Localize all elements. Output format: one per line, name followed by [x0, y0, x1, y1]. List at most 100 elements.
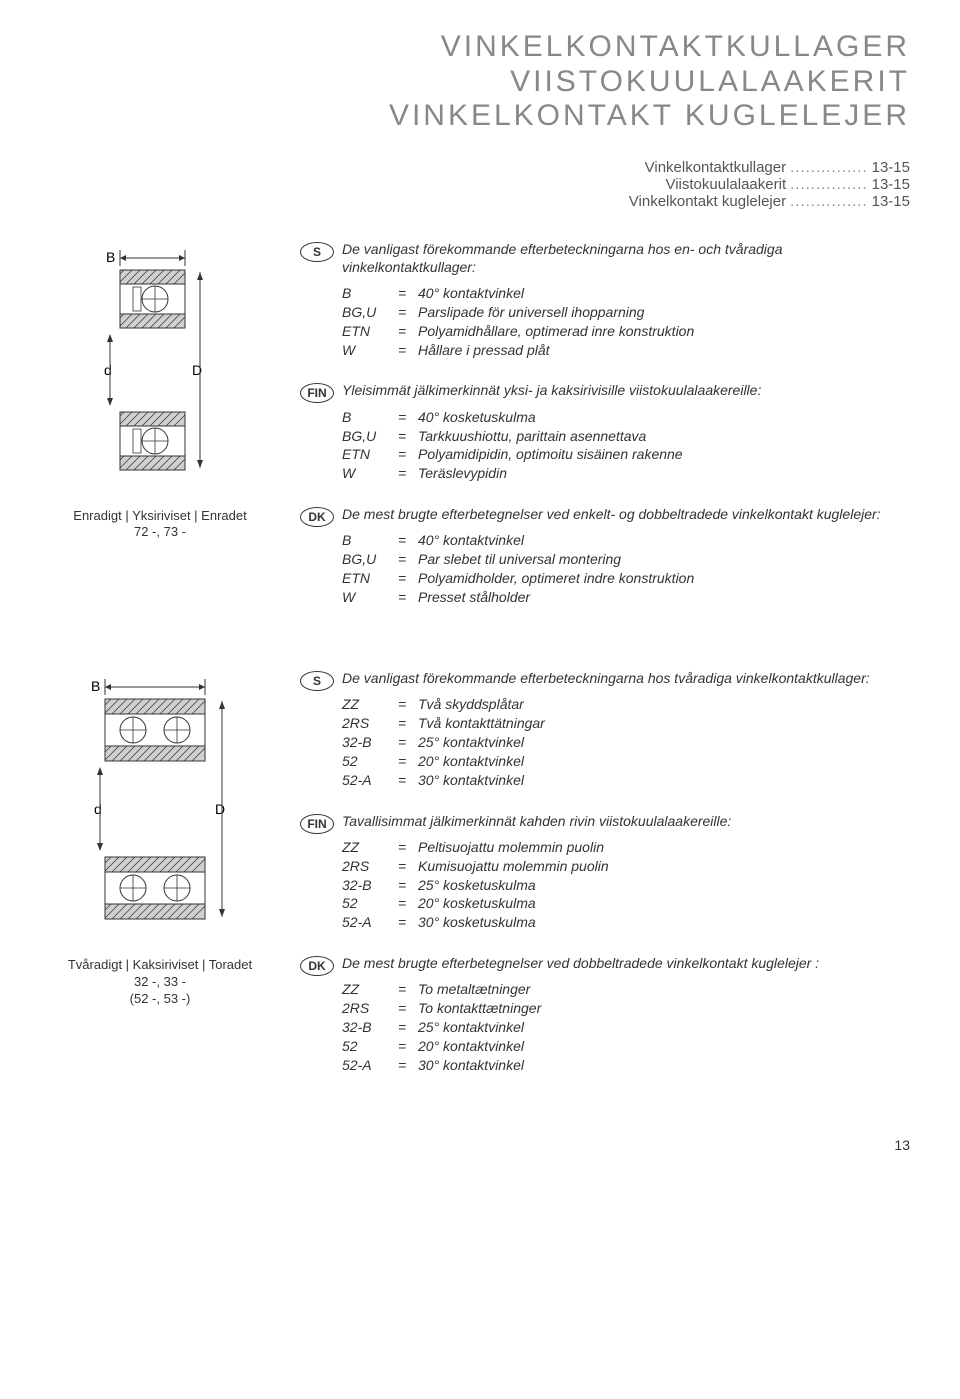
def-key: W [342, 588, 398, 607]
def-eq: = [398, 550, 418, 569]
def-eq: = [398, 733, 418, 752]
lang-block-dk: DK De mest brugte efterbetegnelser ved d… [300, 954, 910, 1075]
def-row: 52-A=30° kontaktvinkel [342, 1056, 910, 1075]
def-val: 25° kosketuskulma [418, 876, 910, 895]
def-val: Peltisuojattu molemmin puolin [418, 838, 910, 857]
toc-dots: ............... [790, 159, 868, 176]
def-val: Teräslevypidin [418, 464, 910, 483]
toc-label: Viistokuulalaakerit [665, 176, 786, 193]
section-double-row: B [50, 669, 910, 1097]
def-eq: = [398, 752, 418, 771]
diagram-caption: Tvåradigt | Kaksiriviset | Toradet 32 -,… [68, 957, 252, 1008]
def-key: B [342, 284, 398, 303]
def-key: 52 [342, 894, 398, 913]
def-key: 52-A [342, 1056, 398, 1075]
lang-intro: De mest brugte efterbetegnelser ved enke… [342, 505, 910, 523]
caption-line-3: (52 -, 53 -) [130, 991, 191, 1006]
lang-badge-dk: DK [300, 507, 334, 527]
def-table: ZZ=Två skyddsplåtar2RS=Två kontakttätnin… [342, 695, 910, 789]
def-val: Polyamidipidin, optimoitu sisäinen raken… [418, 445, 910, 464]
def-val: Kumisuojattu molemmin puolin [418, 857, 910, 876]
def-eq: = [398, 838, 418, 857]
def-row: ETN=Polyamidipidin, optimoitu sisäinen r… [342, 445, 910, 464]
section-single-row: B [50, 240, 910, 629]
page-number: 13 [50, 1137, 910, 1153]
def-eq: = [398, 876, 418, 895]
label-D: D [192, 362, 202, 378]
def-eq: = [398, 913, 418, 932]
def-val: Presset stålholder [418, 588, 910, 607]
toc-row: Viistokuulalaakerit...............13-15 [50, 176, 910, 193]
def-table: B=40° kontaktvinkelBG,U=Parslipade för u… [342, 284, 910, 360]
def-eq: = [398, 588, 418, 607]
def-key: ZZ [342, 695, 398, 714]
def-row: B=40° kontaktvinkel [342, 531, 910, 550]
def-key: 52-A [342, 913, 398, 932]
def-row: W=Presset stålholder [342, 588, 910, 607]
def-row: 32-B=25° kosketuskulma [342, 876, 910, 895]
def-val: 40° kosketuskulma [418, 408, 910, 427]
toc-row: Vinkelkontakt kuglelejer...............1… [50, 193, 910, 210]
def-eq: = [398, 341, 418, 360]
def-eq: = [398, 999, 418, 1018]
toc-page: 13-15 [872, 193, 910, 210]
def-row: BG,U=Tarkkuushiottu, parittain asennetta… [342, 427, 910, 446]
def-eq: = [398, 303, 418, 322]
def-row: 52=20° kosketuskulma [342, 894, 910, 913]
caption-line-1: Enradigt | Yksiriviset | Enradet [73, 508, 246, 523]
def-row: B=40° kontaktvinkel [342, 284, 910, 303]
lang-badge-fin: FIN [300, 814, 334, 834]
lang-intro: Yleisimmät jälkimerkinnät yksi- ja kaksi… [342, 381, 910, 399]
page-title: VINKELKONTAKTKULLAGER VIISTOKUULALAAKERI… [50, 30, 910, 134]
def-eq: = [398, 894, 418, 913]
toc-label: Vinkelkontakt kuglelejer [629, 193, 786, 210]
def-eq: = [398, 1056, 418, 1075]
def-eq: = [398, 569, 418, 588]
def-key: ZZ [342, 838, 398, 857]
def-eq: = [398, 771, 418, 790]
def-val: Hållare i pressad plåt [418, 341, 910, 360]
def-eq: = [398, 857, 418, 876]
def-eq: = [398, 464, 418, 483]
def-row: BG,U=Par slebet til universal montering [342, 550, 910, 569]
def-val: Två skyddsplåtar [418, 695, 910, 714]
def-eq: = [398, 695, 418, 714]
lang-intro: De vanligast förekommande efterbetecknin… [342, 240, 910, 276]
def-val: 40° kontaktvinkel [418, 284, 910, 303]
toc-dots: ............... [790, 176, 868, 193]
def-row: 32-B=25° kontaktvinkel [342, 733, 910, 752]
def-val: 30° kontaktvinkel [418, 771, 910, 790]
def-val: Två kontakttätningar [418, 714, 910, 733]
def-row: 2RS=Två kontakttätningar [342, 714, 910, 733]
def-key: BG,U [342, 550, 398, 569]
def-val: Tarkkuushiottu, parittain asennettava [418, 427, 910, 446]
def-key: 32-B [342, 1018, 398, 1037]
def-row: 52-A=30° kosketuskulma [342, 913, 910, 932]
def-eq: = [398, 408, 418, 427]
def-key: B [342, 408, 398, 427]
title-line-3: VINKELKONTAKT KUGLELEJER [389, 99, 910, 132]
def-val: Polyamidholder, optimeret indre konstruk… [418, 569, 910, 588]
def-eq: = [398, 322, 418, 341]
svg-text:d: d [94, 801, 102, 817]
lang-badge-s: S [300, 671, 334, 691]
def-table: ZZ=To metaltætninger2RS=To kontakttætnin… [342, 980, 910, 1074]
caption-line-2: 72 -, 73 - [134, 524, 186, 539]
def-row: ZZ=Peltisuojattu molemmin puolin [342, 838, 910, 857]
lang-intro: Tavallisimmat jälkimerkinnät kahden rivi… [342, 812, 910, 830]
definitions-column: S De vanligast förekommande efterbeteckn… [300, 240, 910, 629]
diagram-column: B [50, 669, 270, 1097]
def-key: ETN [342, 569, 398, 588]
def-key: 52 [342, 1037, 398, 1056]
def-table: B=40° kosketuskulmaBG,U=Tarkkuushiottu, … [342, 408, 910, 484]
bearing-diagram-double: B [50, 669, 270, 949]
def-eq: = [398, 427, 418, 446]
def-key: ZZ [342, 980, 398, 999]
def-row: ETN=Polyamidholder, optimeret indre kons… [342, 569, 910, 588]
lang-block-dk: DK De mest brugte efterbetegnelser ved e… [300, 505, 910, 607]
def-eq: = [398, 714, 418, 733]
def-key: 2RS [342, 999, 398, 1018]
def-val: To metaltætninger [418, 980, 910, 999]
def-val: 20° kontaktvinkel [418, 1037, 910, 1056]
def-val: Par slebet til universal montering [418, 550, 910, 569]
